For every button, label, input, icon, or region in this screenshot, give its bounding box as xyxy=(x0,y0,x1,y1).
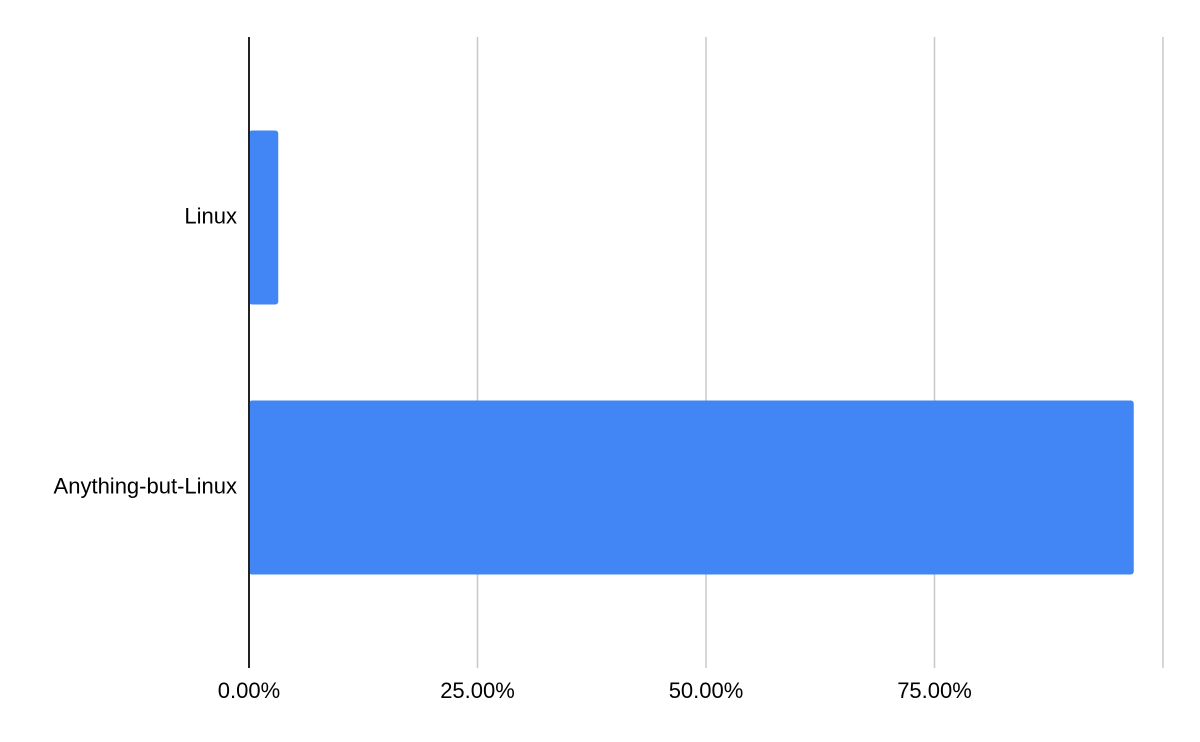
bar xyxy=(249,400,1134,575)
bar xyxy=(249,130,279,305)
y-tick-label: Linux xyxy=(184,203,237,228)
x-tick-label: 0.00% xyxy=(218,678,280,703)
y-tick-label: Anything-but-Linux xyxy=(54,473,237,498)
x-tick-label: 75.00% xyxy=(897,678,972,703)
x-tick-label: 25.00% xyxy=(440,678,515,703)
x-tick-label: 50.00% xyxy=(669,678,744,703)
